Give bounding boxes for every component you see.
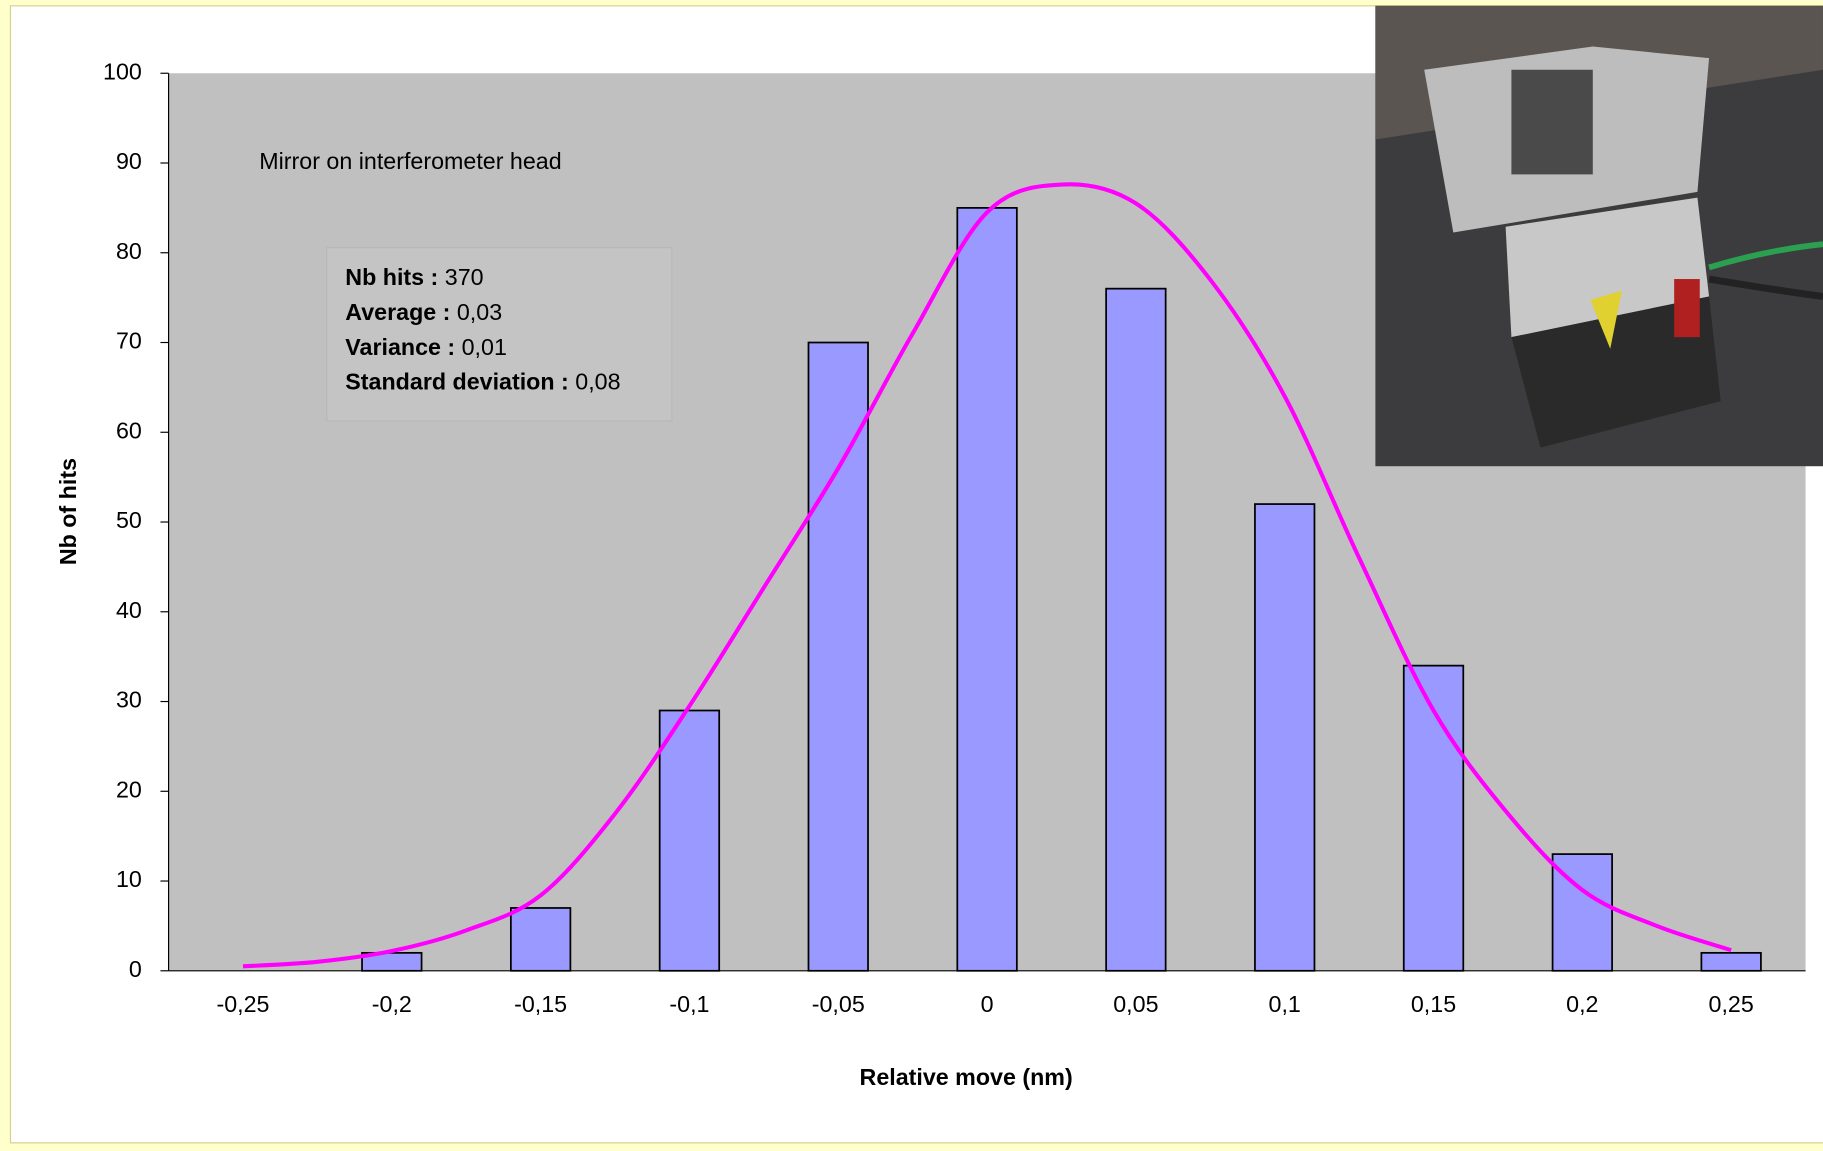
y-axis-title: Nb of hits: [55, 458, 81, 565]
stat-value: 0,03: [457, 299, 502, 325]
x-tick-label: -0,05: [812, 991, 865, 1017]
x-tick-label: 0,2: [1566, 991, 1598, 1017]
y-tick-label: 70: [116, 328, 142, 354]
x-tick-label: 0,25: [1709, 991, 1754, 1017]
y-tick-label: 0: [129, 956, 142, 982]
stat-label: Average :: [345, 299, 450, 325]
stat-value: 0,01: [462, 334, 507, 360]
x-tick-label: -0,15: [514, 991, 567, 1017]
x-tick-label: 0: [981, 991, 994, 1017]
stat-line: Nb hits : 370: [345, 264, 483, 290]
y-tick-label: 20: [116, 776, 142, 802]
stat-line: Average : 0,03: [345, 299, 502, 325]
y-tick-label: 50: [116, 507, 142, 533]
photo: [1375, 5, 1823, 467]
bar: [658, 709, 721, 972]
stat-label: Nb hits :: [345, 264, 438, 290]
annotation: Mirror on interferometer head: [259, 148, 561, 174]
y-tick-label: 60: [116, 417, 142, 443]
y-tick-label: 30: [116, 687, 142, 713]
bar: [807, 341, 869, 972]
stats-box: [326, 247, 673, 422]
x-tick-label: 0,05: [1113, 991, 1158, 1017]
x-tick-label: -0,2: [372, 991, 412, 1017]
stat-value: 370: [445, 264, 484, 290]
x-tick-label: 0,1: [1269, 991, 1301, 1017]
y-tick-label: 40: [116, 597, 142, 623]
bar: [1105, 287, 1167, 972]
bar: [1700, 951, 1762, 972]
bar: [509, 907, 572, 972]
x-axis-title: Relative move (nm): [860, 1064, 1073, 1090]
y-tick-label: 100: [103, 58, 142, 84]
fit-curve: [242, 182, 1732, 969]
stat-label: Standard deviation :: [345, 369, 569, 395]
stat-line: Standard deviation : 0,08: [345, 369, 620, 395]
x-tick-label: -0,1: [669, 991, 709, 1017]
y-tick-label: 90: [116, 148, 142, 174]
stat-line: Variance : 0,01: [345, 334, 507, 360]
bar: [1402, 664, 1465, 972]
x-tick-label: -0,25: [216, 991, 269, 1017]
bar: [1254, 503, 1316, 972]
stat-value: 0,08: [575, 369, 620, 395]
bar: [956, 207, 1018, 972]
marks: [242, 182, 1762, 972]
y-tick-label: 10: [116, 866, 142, 892]
x-tick-label: 0,15: [1411, 991, 1456, 1017]
y-tick-label: 80: [116, 238, 142, 264]
stat-label: Variance :: [345, 334, 455, 360]
